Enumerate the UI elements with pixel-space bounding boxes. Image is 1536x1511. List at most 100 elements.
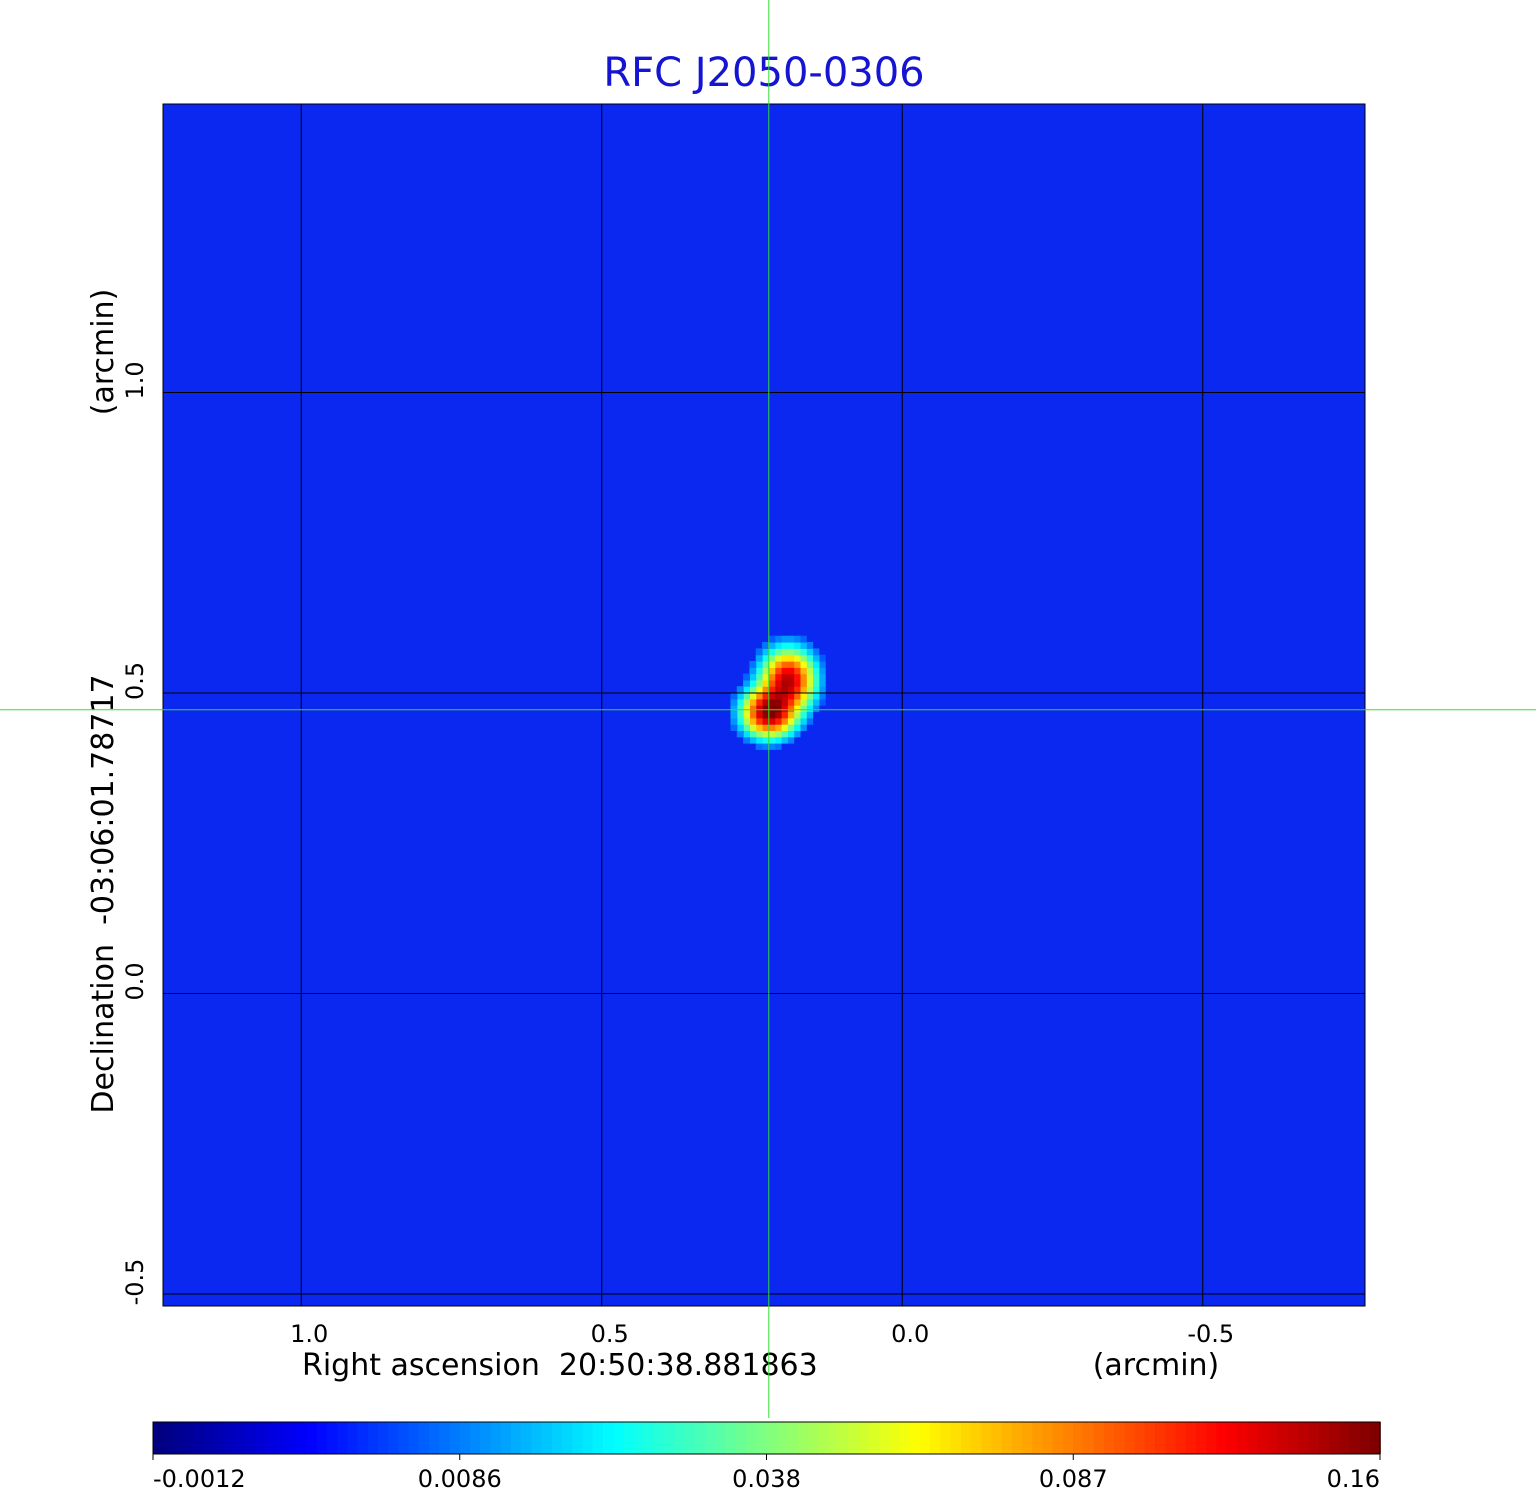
colorbar-segment-20 xyxy=(357,1422,369,1454)
colorbar-segment-36 xyxy=(521,1422,533,1454)
intensity-cell-70 xyxy=(749,705,757,713)
intensity-cell-43 xyxy=(749,717,757,725)
colorbar-segment-73 xyxy=(899,1422,911,1454)
colorbar-segment-81 xyxy=(981,1422,993,1454)
intensity-cell-167 xyxy=(749,661,757,668)
intensity-cell-180 xyxy=(806,648,814,656)
colorbar-segment-25 xyxy=(408,1422,420,1454)
colorbar-segment-106 xyxy=(1236,1422,1248,1454)
colorbar-segment-31 xyxy=(469,1422,482,1454)
intensity-cell-144 xyxy=(818,667,826,675)
intensity-cell-132 xyxy=(812,673,820,681)
intensity-cell-150 xyxy=(781,667,788,675)
intensity-cell-106 xyxy=(806,686,814,694)
intensity-cell-50 xyxy=(787,711,795,719)
colorbar-segment-38 xyxy=(541,1422,553,1454)
intensity-cell-166 xyxy=(755,661,763,668)
intensity-cell-83 xyxy=(762,698,769,706)
colorbar-segment-70 xyxy=(868,1422,880,1454)
intensity-cell-104 xyxy=(818,686,826,694)
colorbar-segment-54 xyxy=(705,1422,717,1454)
intensity-cell-37 xyxy=(787,717,795,725)
intensity-cell-153 xyxy=(762,667,769,675)
colorbar-segment-85 xyxy=(1022,1422,1034,1454)
colorbar-segment-75 xyxy=(919,1422,931,1454)
colorbar-segment-52 xyxy=(684,1422,696,1454)
colorbar-segment-93 xyxy=(1103,1422,1115,1454)
intensity-cell-93 xyxy=(793,692,801,700)
chart-title: RFC J2050-0306 xyxy=(603,50,924,96)
colorbar-segment-2 xyxy=(173,1422,185,1454)
intensity-cell-173 xyxy=(787,654,795,662)
intensity-cell-40 xyxy=(768,717,776,725)
intensity-cell-8 xyxy=(762,736,769,744)
colorbar-segment-63 xyxy=(797,1422,809,1454)
intensity-cell-175 xyxy=(774,654,782,662)
intensity-cell-183 xyxy=(787,648,795,656)
colorbar-segment-42 xyxy=(582,1422,594,1454)
colorbar-segment-22 xyxy=(377,1422,389,1454)
colorbar-segment-112 xyxy=(1298,1422,1310,1454)
colorbar-segment-5 xyxy=(204,1422,216,1454)
crosshair xyxy=(0,0,1536,1418)
intensity-cell-72 xyxy=(736,705,744,713)
colorbar-tick-label-0: -0.0012 xyxy=(153,1465,246,1493)
colorbar-segment-102 xyxy=(1195,1422,1207,1454)
intensity-cell-152 xyxy=(768,667,776,675)
intensity-cell-14 xyxy=(781,730,788,738)
colorbar-segment-6 xyxy=(214,1422,226,1454)
intensity-cell-71 xyxy=(743,705,750,713)
colorbar-tick-label-4: 0.16 xyxy=(1327,1465,1380,1493)
intensity-cell-126 xyxy=(768,679,776,687)
intensity-cell-168 xyxy=(818,654,826,662)
colorbar-segment-111 xyxy=(1287,1422,1299,1454)
colorbar-segment-67 xyxy=(838,1422,850,1454)
intensity-cell-156 xyxy=(818,661,826,668)
colorbar-segment-43 xyxy=(592,1422,604,1454)
colorbar-segment-56 xyxy=(725,1422,737,1454)
colorbar-segment-80 xyxy=(971,1422,983,1454)
colorbar-segment-46 xyxy=(623,1422,635,1454)
intensity-cell-52 xyxy=(774,711,782,719)
colorbar-segment-104 xyxy=(1216,1422,1228,1454)
colorbar-segment-118 xyxy=(1359,1422,1371,1454)
intensity-cell-42 xyxy=(755,717,763,725)
colorbar-segment-71 xyxy=(878,1422,891,1454)
intensity-cell-122 xyxy=(793,679,801,687)
colorbar-segment-78 xyxy=(950,1422,962,1454)
colorbar-segment-83 xyxy=(1001,1422,1013,1454)
intensity-cell-24 xyxy=(787,724,795,731)
intensity-cell-20 xyxy=(743,730,750,738)
colorbar-segment-33 xyxy=(490,1422,502,1454)
intensity-cell-59 xyxy=(730,711,738,719)
intensity-cell-161 xyxy=(787,661,795,668)
colorbar: -0.0012 0.0086 0.038 0.087 0.16 xyxy=(152,1421,1381,1493)
intensity-cell-51 xyxy=(781,711,788,719)
colorbar-segment-15 xyxy=(306,1422,318,1454)
intensity-cell-121 xyxy=(799,679,807,687)
intensity-cell-101 xyxy=(743,692,750,700)
intensity-cell-49 xyxy=(793,711,801,719)
intensity-cell-189 xyxy=(806,642,814,649)
colorbar-segment-97 xyxy=(1144,1422,1156,1454)
colorbar-segment-7 xyxy=(224,1422,236,1454)
colorbar-segment-61 xyxy=(776,1422,788,1454)
intensity-cell-3 xyxy=(755,743,763,750)
colorbar-segment-87 xyxy=(1042,1422,1054,1454)
y-tick-label-1.0: 1.0 xyxy=(121,361,149,399)
intensity-cell-54 xyxy=(762,711,769,719)
intensity-cell-69 xyxy=(755,705,763,713)
colorbar-segment-89 xyxy=(1063,1422,1075,1454)
x-axis-label: Right ascension 20:50:38.881863 xyxy=(302,1348,818,1383)
intensity-cell-41 xyxy=(762,717,769,725)
colorbar-segment-66 xyxy=(827,1422,839,1454)
intensity-cell-129 xyxy=(749,679,757,687)
colorbar-segment-21 xyxy=(367,1422,379,1454)
intensity-cell-47 xyxy=(806,711,814,719)
intensity-cell-130 xyxy=(743,679,750,687)
intensity-cell-9 xyxy=(755,736,763,744)
intensity-cell-38 xyxy=(781,717,788,725)
intensity-cell-61 xyxy=(806,705,814,713)
intensity-cell-134 xyxy=(799,673,807,681)
